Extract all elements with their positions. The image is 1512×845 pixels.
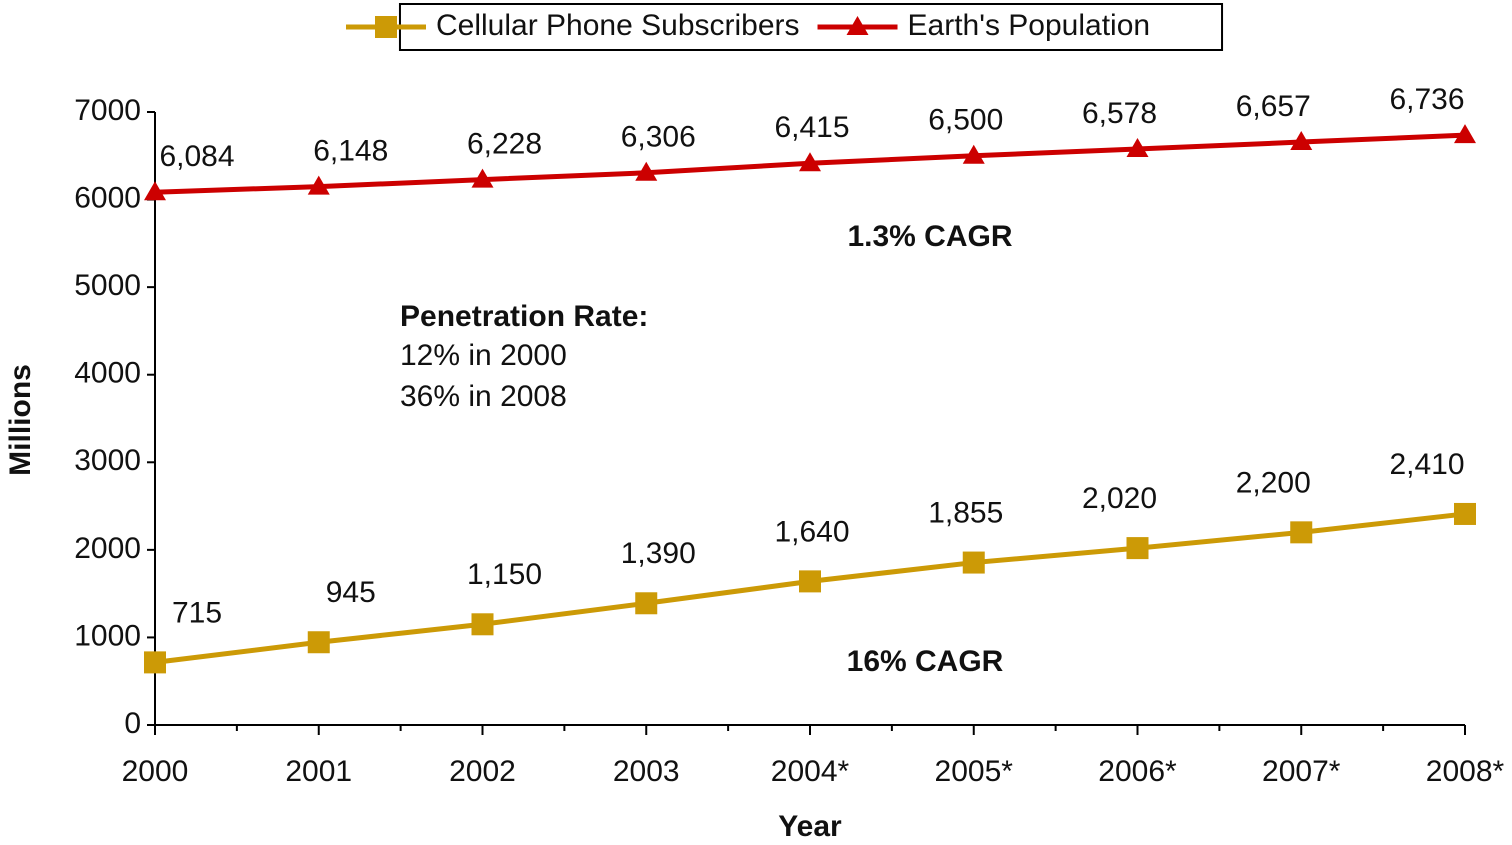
data-label: 6,736: [1389, 83, 1464, 116]
x-tick-label: 2008*: [1426, 755, 1505, 788]
annotation: 36% in 2008: [400, 380, 567, 413]
point: [1290, 131, 1313, 151]
data-label: 6,228: [467, 128, 542, 161]
x-tick-label: 2001: [285, 755, 352, 788]
point: [307, 631, 330, 654]
point: [471, 168, 494, 188]
data-label: 1,855: [928, 496, 1003, 529]
point: [1454, 124, 1476, 144]
data-label: 715: [172, 596, 222, 629]
y-tick-label: 5000: [74, 269, 141, 302]
x-axis-label: Year: [778, 810, 842, 843]
point: [799, 152, 821, 172]
data-label: 6,500: [928, 104, 1003, 137]
x-tick-label: 2004*: [771, 755, 850, 788]
y-tick-label: 7000: [74, 94, 141, 127]
data-label: 1,150: [467, 558, 542, 591]
annotation: 12% in 2000: [400, 339, 567, 372]
annotation: Penetration Rate:: [400, 300, 648, 333]
x-tick-label: 2000: [122, 755, 189, 788]
data-label: 2,020: [1082, 482, 1157, 515]
data-label: 6,084: [159, 140, 234, 173]
legend-marker: [375, 16, 397, 38]
data-label: 6,148: [313, 135, 388, 168]
data-label: 2,200: [1236, 466, 1311, 499]
y-tick-label: 1000: [74, 619, 141, 652]
data-label: 2,410: [1389, 448, 1464, 481]
y-tick-label: 0: [124, 707, 141, 740]
y-tick-label: 3000: [74, 444, 141, 477]
x-tick-label: 2005*: [935, 755, 1014, 788]
x-tick-label: 2006*: [1098, 755, 1177, 788]
legend-label: Cellular Phone Subscribers: [436, 9, 800, 42]
data-label: 6,657: [1236, 90, 1311, 123]
y-tick-label: 2000: [74, 532, 141, 565]
point: [1290, 521, 1313, 544]
x-tick-label: 2007*: [1262, 755, 1341, 788]
data-label: 945: [326, 576, 376, 609]
y-tick-label: 4000: [74, 357, 141, 390]
point: [1126, 537, 1149, 560]
point: [962, 551, 985, 574]
legend-label: Earth's Population: [908, 9, 1151, 42]
point: [635, 592, 658, 615]
data-label: 6,306: [621, 121, 696, 154]
point: [1126, 137, 1149, 157]
point: [144, 651, 166, 674]
point: [635, 161, 658, 181]
y-tick-label: 6000: [74, 181, 141, 214]
point: [962, 144, 985, 164]
annotation: 1.3% CAGR: [847, 220, 1012, 253]
point: [144, 181, 166, 201]
y-axis-label: Millions: [4, 364, 37, 476]
point: [307, 175, 330, 195]
annotation: 16% CAGR: [847, 645, 1004, 678]
data-label: 1,640: [774, 515, 849, 548]
x-tick-label: 2002: [449, 755, 516, 788]
data-label: 6,415: [774, 111, 849, 144]
data-label: 6,578: [1082, 97, 1157, 130]
point: [471, 613, 494, 636]
legend-marker: [846, 16, 869, 35]
point: [799, 570, 821, 593]
point: [1454, 502, 1476, 525]
data-label: 1,390: [621, 537, 696, 570]
x-tick-label: 2003: [613, 755, 680, 788]
